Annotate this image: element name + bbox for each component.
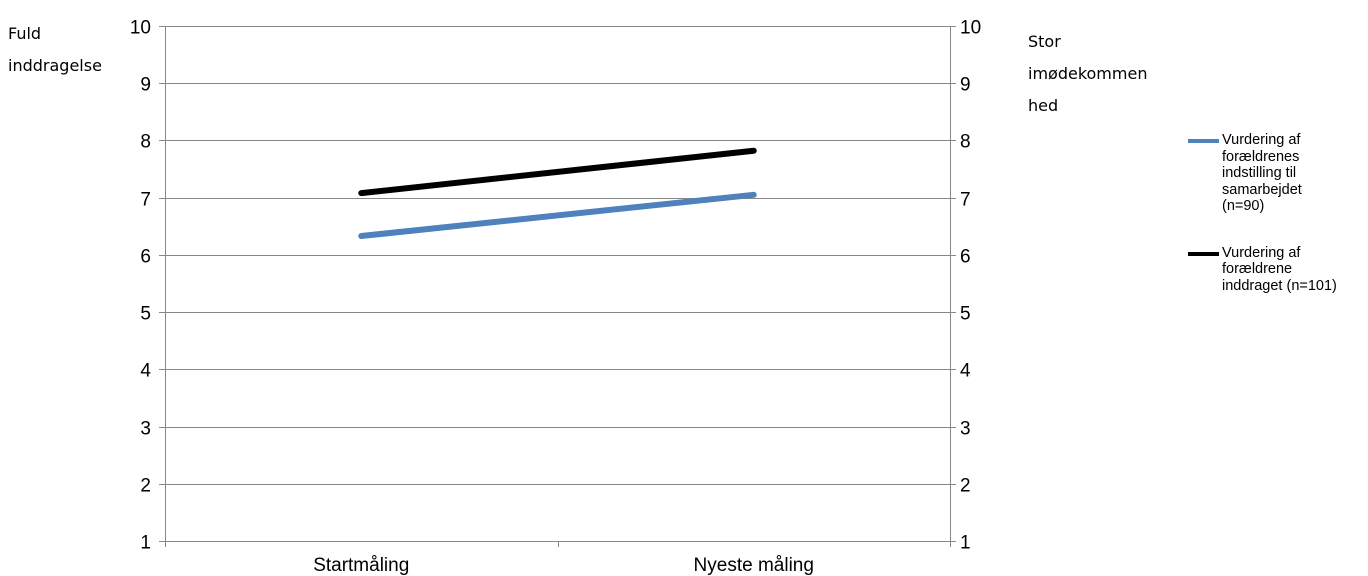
- left-tick-label: 2: [140, 476, 151, 497]
- left-tick-label: 10: [130, 18, 151, 39]
- legend-item-blue-series: Vurdering af forældrenes indstilling til…: [1188, 132, 1368, 215]
- series-line-black: [358, 147, 757, 197]
- legend-swatch-black: [1188, 251, 1219, 256]
- series-line-blue: [358, 191, 757, 240]
- legend-label-line: Vurdering af: [1222, 132, 1301, 148]
- left-tick-label: 7: [140, 190, 151, 211]
- left-axis-label: Fuld inddragelse: [8, 18, 102, 82]
- left-tick-label: 1: [140, 533, 151, 554]
- category-label: Startmåling: [313, 555, 409, 576]
- left-tick-label: 5: [140, 304, 151, 325]
- right-tick-label: 2: [960, 476, 971, 497]
- right-tick-label: 4: [960, 361, 971, 382]
- legend-item-black-series: Vurdering af forældrene inddraget (n=101…: [1188, 245, 1368, 295]
- legend-swatch-blue: [1188, 139, 1219, 143]
- category-label: Nyeste måling: [694, 555, 814, 576]
- right-tick-label: 3: [960, 419, 971, 440]
- legend-label-line: Vurdering af: [1222, 244, 1301, 261]
- right-tick-label: 10: [960, 18, 981, 39]
- legend: Vurdering af forældrenes indstilling til…: [1188, 132, 1368, 294]
- right-tick-label: 6: [960, 247, 971, 268]
- legend-label-line: forældrenes: [1222, 148, 1300, 165]
- legend-label-line: indstilling til: [1222, 165, 1297, 181]
- right-tick-label: 8: [960, 132, 971, 153]
- series-lines: [358, 147, 757, 240]
- right-axis-label-line: hed: [1028, 96, 1059, 115]
- left-tick-label: 8: [140, 132, 151, 153]
- left-tick-label: 4: [140, 361, 151, 382]
- left-axis-label-line: inddragelse: [8, 56, 102, 75]
- right-tick-label: 1: [960, 533, 971, 554]
- right-tick-label: 7: [960, 190, 971, 211]
- left-tick-label: 3: [140, 419, 151, 440]
- tick-labels: 1 1 2 2 3 3 4 4 5 5 6 6 7 7 8 8 9 9 10 10 Startmåling Nyeste …: [130, 18, 981, 576]
- legend-label-line: (n=90): [1222, 198, 1265, 214]
- left-tick-label: 6: [140, 247, 151, 268]
- left-axis-label-line: Fuld: [8, 24, 42, 43]
- left-tick-label: 9: [140, 75, 151, 96]
- gridlines: [165, 26, 950, 485]
- legend-label-line: inddraget (n=101): [1222, 277, 1337, 294]
- right-axis-label-line: imødekommen: [1028, 64, 1148, 83]
- legend-label-line: forældrene: [1222, 261, 1293, 277]
- right-axis-label: Stor imødekommen hed: [1028, 26, 1147, 122]
- legend-label-line: samarbejdet: [1222, 181, 1302, 198]
- right-axis-label-line: Stor: [1028, 32, 1061, 51]
- right-tick-label: 5: [960, 304, 971, 325]
- axes: [159, 26, 956, 547]
- right-tick-label: 9: [960, 75, 971, 96]
